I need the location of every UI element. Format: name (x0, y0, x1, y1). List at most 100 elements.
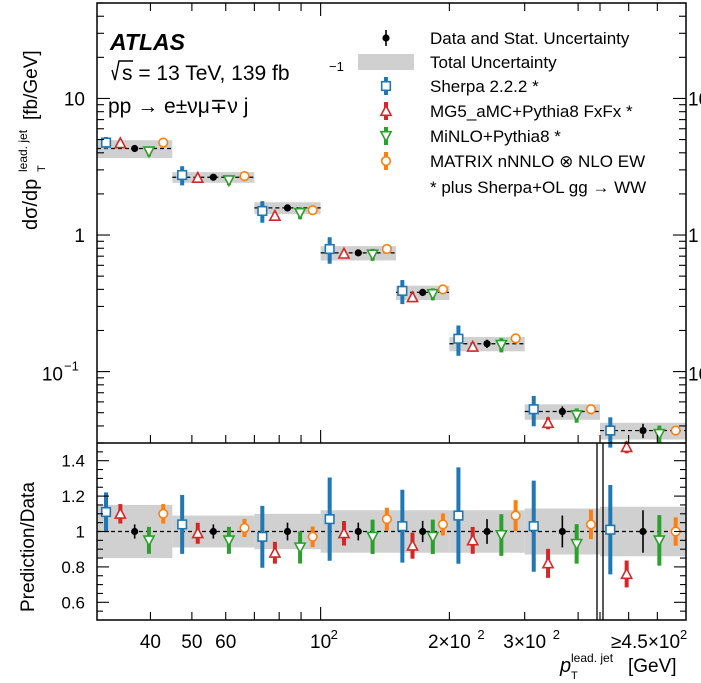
prediction-point (113, 136, 127, 149)
legend-band-label: Total Uncertainty (430, 53, 557, 72)
x-tick-label-exp: 2 (331, 627, 338, 642)
ratio-point (652, 535, 666, 548)
ratio-tick-label: 1 (76, 523, 85, 542)
legend-series-label: MG5_aMC+Pythia8 FxFx * (430, 102, 633, 121)
legend-data-label: Data and Stat. Uncertainty (430, 29, 630, 48)
prediction-point (494, 339, 508, 352)
prediction-point (652, 428, 666, 441)
atlas-label: ATLAS (109, 29, 186, 55)
y-tick-label-0.1-exp: −1 (64, 359, 79, 374)
prediction-point (620, 440, 634, 453)
ratio-point (494, 529, 508, 543)
legend-series-label: MiNLO+Pythia8 * (430, 127, 561, 146)
prediction-point (437, 284, 449, 295)
prediction-point (528, 404, 539, 415)
ratio-point (528, 521, 539, 532)
ratio-point (307, 531, 318, 542)
x-tick-label: 50 (181, 632, 202, 653)
prediction-point (406, 290, 419, 303)
energy-label: s = 13 TeV, 139 fb (122, 62, 290, 85)
ratio-point (406, 538, 419, 551)
prediction-point (100, 137, 112, 148)
ratio-point (142, 535, 156, 548)
y-tick-label-0.1: 10 (42, 365, 63, 386)
ratio-y-title: Prediction/Data (18, 482, 39, 612)
legend: Data and Stat. Uncertainty Total Uncertai… (358, 29, 646, 197)
prediction-point (191, 170, 205, 183)
sqrt-symbol (111, 60, 133, 81)
x-tick-label: 2×10 (428, 632, 471, 653)
data-ratio-point (209, 527, 217, 536)
legend-series-marker (380, 80, 392, 92)
prediction-point (142, 146, 156, 159)
y-title-unit: [fb/GeV] (21, 50, 42, 120)
ratio-point (426, 531, 440, 544)
x-tick-label: 3×10 (503, 632, 546, 653)
y-tick-label-10: 10 (64, 89, 85, 110)
data-ratio-point (639, 527, 647, 536)
data-point (558, 407, 566, 416)
ratio-point (381, 514, 393, 525)
legend-series-marker (379, 130, 393, 144)
legend-series-marker (380, 155, 392, 167)
data-point (483, 340, 491, 348)
x-axis-title: p (559, 655, 571, 677)
data-point (354, 249, 362, 257)
prediction-point (381, 243, 393, 255)
ratio-point (337, 526, 351, 539)
ratio-point (268, 545, 282, 558)
ratio-point (366, 531, 380, 544)
y-tick-label-1-right: 1 (688, 226, 699, 247)
legend-band-swatch (358, 54, 414, 70)
y-axis-title-lower: Prediction/Data (18, 482, 39, 612)
x-tick-label: 40 (140, 632, 161, 653)
prediction-point (397, 285, 408, 296)
data-point (209, 173, 217, 181)
ratio-point (397, 521, 408, 532)
legend-data-marker (382, 34, 390, 42)
y-tick-label-10-right: 10 (688, 89, 701, 110)
prediction-point (324, 243, 335, 255)
prediction-point (453, 333, 464, 344)
ratio-point (222, 535, 236, 548)
lower-uncertainty-bands (97, 504, 686, 559)
prediction-point (426, 288, 440, 301)
prediction-point (158, 137, 169, 148)
y-title-main: dσ/dp (20, 179, 42, 230)
prediction-point (570, 410, 584, 423)
ratio-tick-label: 1.4 (61, 452, 85, 471)
y-title-sup: lead. jet (16, 129, 30, 172)
data-ratio-point (483, 527, 491, 536)
prediction-point (605, 425, 616, 436)
labels: 10110−1101100.60.811.21.44050601022×1023… (16, 29, 701, 682)
ratio-point (466, 533, 480, 546)
x-tick-label-exp: 2 (477, 627, 484, 642)
data-ratio-point (419, 527, 427, 536)
y-tick-label-1: 1 (74, 226, 85, 247)
y-title-sub: T (36, 165, 48, 172)
ratio-point (113, 506, 127, 519)
ratio-point (324, 514, 335, 525)
legend-note: * plus Sherpa+OL gg → WW (430, 178, 646, 197)
x-axis-title-sup: lead. jet (571, 651, 614, 665)
data-point (283, 204, 292, 212)
ratio-point (510, 510, 521, 521)
ratio-point (100, 506, 112, 518)
ratio-point (191, 526, 205, 539)
prediction-point (585, 404, 597, 415)
legend-series-marker (379, 103, 393, 117)
ratio-tick-label: 1.2 (61, 487, 85, 506)
data-ratio-point (283, 527, 292, 536)
prediction-point (307, 205, 318, 216)
data-ratio-point (131, 527, 139, 536)
y-tick-label-0.1-right: 10 (688, 365, 701, 386)
ratio-point (293, 542, 307, 555)
prediction-point (268, 208, 282, 222)
prediction-point (293, 207, 307, 220)
frame (96, 2, 687, 621)
ratio-point (158, 508, 169, 519)
ratio-point (620, 566, 634, 580)
x-axis-title-sub: T (571, 670, 578, 682)
data-point (419, 288, 427, 297)
